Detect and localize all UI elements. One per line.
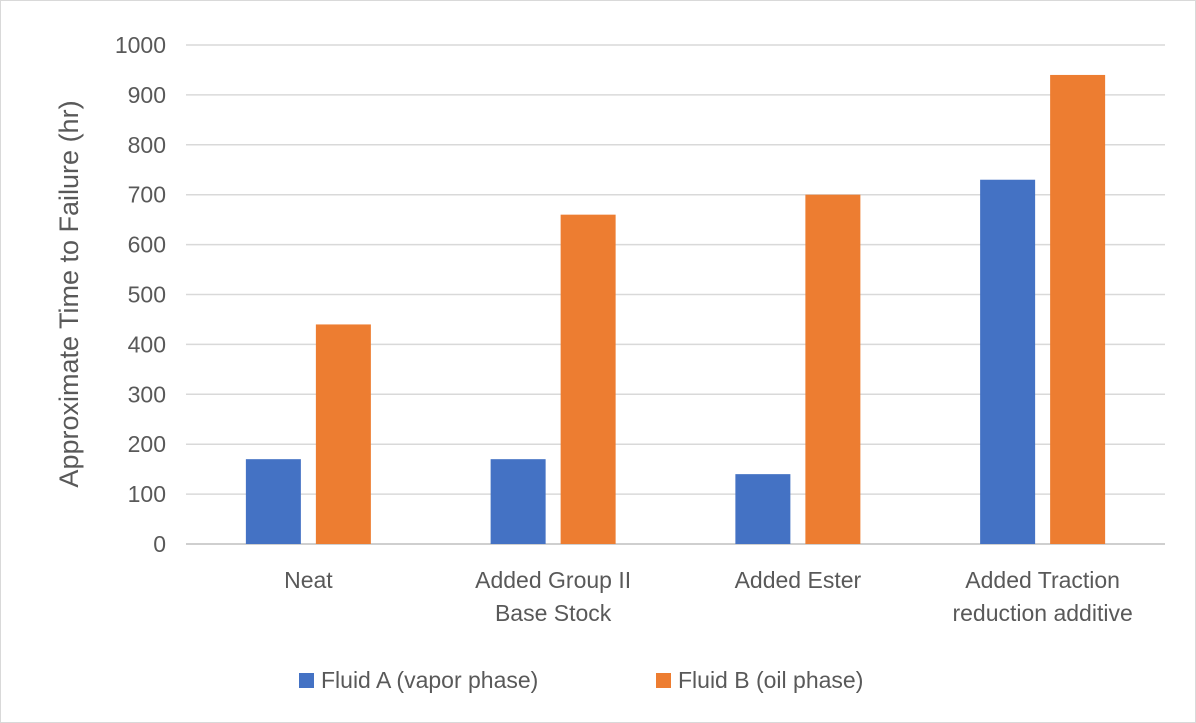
- y-tick-label: 200: [128, 431, 166, 457]
- bar: [735, 474, 791, 544]
- legend: Fluid A (vapor phase) Fluid B (oil phase): [299, 667, 863, 693]
- bar: [490, 459, 546, 544]
- y-tick-label: 600: [128, 232, 166, 258]
- y-tick-label: 400: [128, 331, 166, 357]
- legend-label: Fluid A (vapor phase): [321, 667, 538, 693]
- bars: [245, 74, 1106, 545]
- x-category-label: Base Stock: [495, 600, 612, 626]
- x-category-label: reduction additive: [952, 600, 1132, 626]
- y-axis-title: Approximate Time to Failure (hr): [54, 100, 84, 487]
- bar: [1050, 74, 1106, 544]
- y-tick-label: 0: [153, 531, 166, 557]
- y-tick-label: 1000: [115, 32, 166, 58]
- bar: [560, 214, 616, 544]
- y-tick-label: 900: [128, 82, 166, 108]
- x-category-label: Added Ester: [735, 567, 862, 593]
- x-category-label: Neat: [284, 567, 333, 593]
- bar: [805, 194, 861, 544]
- x-axis-category-labels: Neat Added Group II Base Stock Added Ester A…: [284, 567, 1133, 626]
- y-axis-tick-labels: 0 100 200 300 400 500 600 700 800 900 1000: [115, 32, 166, 557]
- y-tick-label: 700: [128, 182, 166, 208]
- y-tick-label: 500: [128, 282, 166, 308]
- bar: [315, 324, 371, 544]
- x-category-label: Added Group II: [475, 567, 631, 593]
- bar: [245, 459, 301, 544]
- y-tick-label: 800: [128, 132, 166, 158]
- bar: [980, 179, 1036, 545]
- y-tick-label: 100: [128, 481, 166, 507]
- legend-swatch: [656, 673, 671, 688]
- y-tick-label: 300: [128, 381, 166, 407]
- x-category-label: Added Traction: [965, 567, 1120, 593]
- legend-label: Fluid B (oil phase): [678, 667, 863, 693]
- legend-swatch: [299, 673, 314, 688]
